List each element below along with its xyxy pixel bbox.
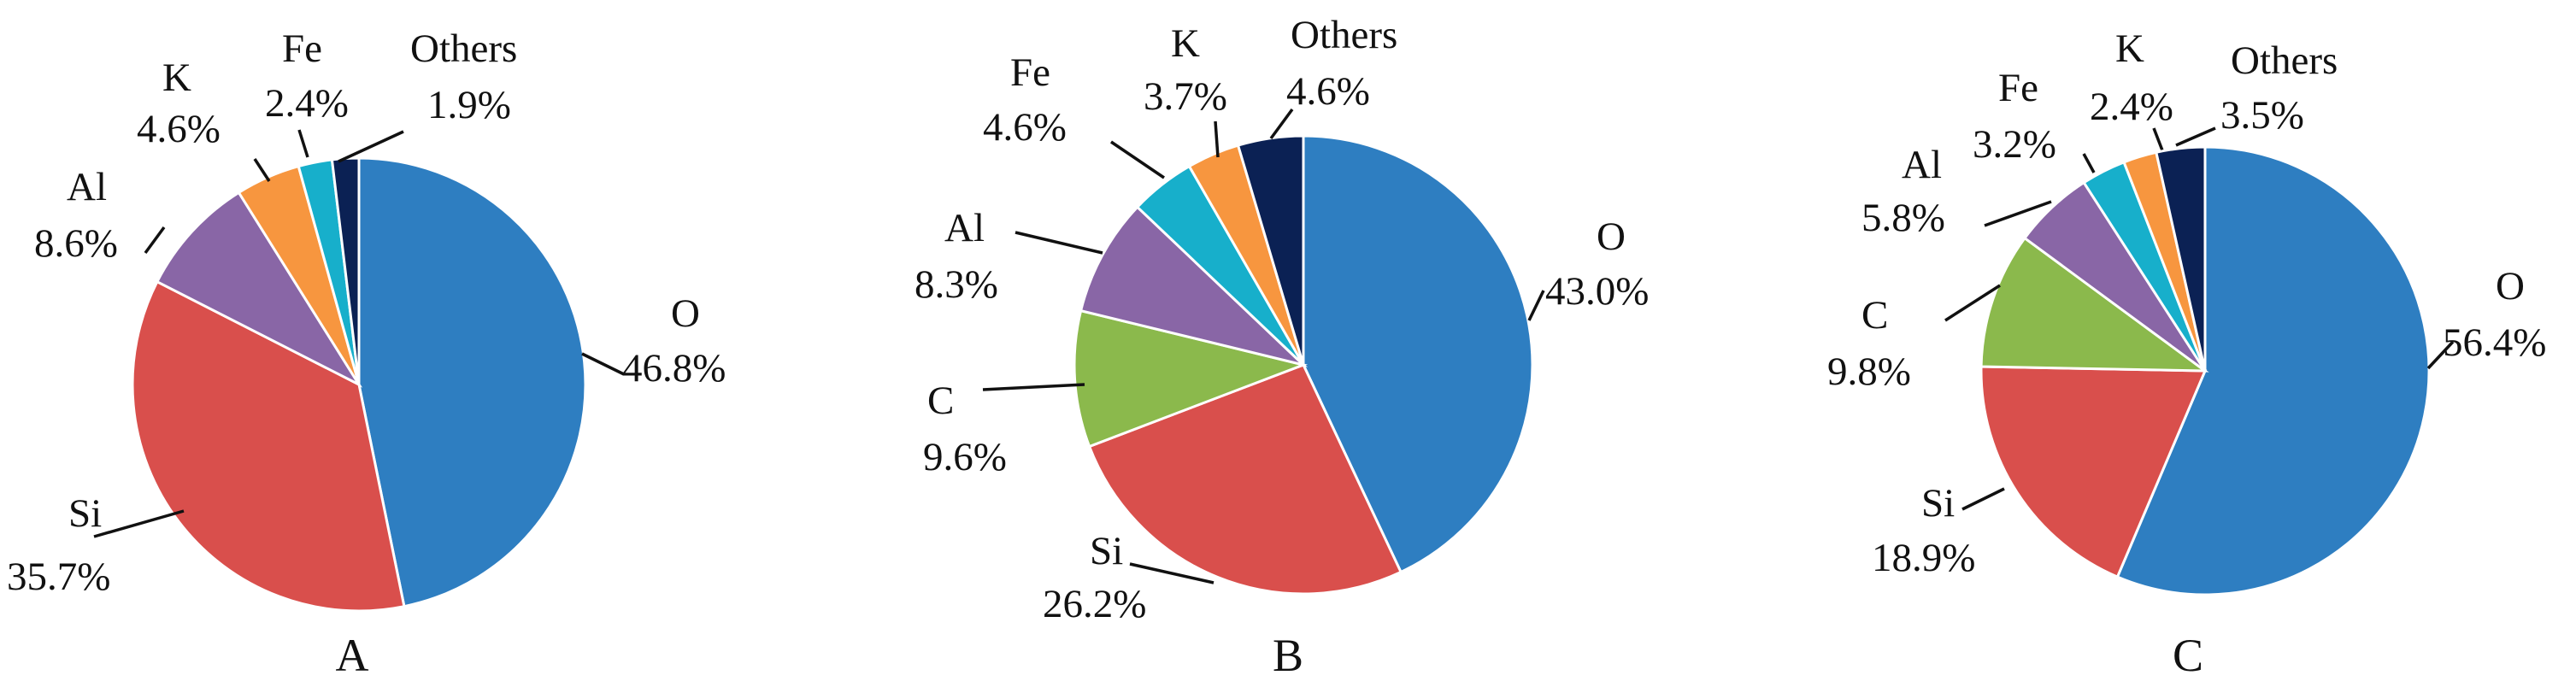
panel-label: B: [1273, 630, 1303, 681]
leader-line-others: [1269, 108, 1294, 140]
slice-percent-al: 5.8%: [1861, 196, 1945, 240]
slice-label-al: Al: [67, 165, 107, 209]
leader-line-c: [982, 383, 1085, 391]
slice-label-al: Al: [1902, 143, 1942, 187]
leader-line-o: [2426, 340, 2455, 370]
leader-line-al: [1984, 200, 2052, 227]
slice-percent-k: 2.4%: [2090, 85, 2173, 129]
slice-percent-o: 56.4%: [2443, 320, 2546, 365]
leader-line-k: [2152, 127, 2164, 151]
leader-line-fe: [297, 129, 309, 158]
slice-label-fe: Fe: [1998, 66, 2038, 110]
slice-percent-al: 8.3%: [915, 262, 998, 307]
leader-line-si: [93, 509, 185, 538]
slice-percent-k: 4.6%: [137, 107, 221, 151]
leader-line-fe: [2082, 153, 2096, 173]
slice-percent-c: 9.6%: [923, 435, 1007, 479]
slice-si: [1087, 363, 1403, 596]
leader-line-si: [1129, 562, 1214, 584]
slice-o: [357, 156, 587, 608]
slice-label-si: Si: [1090, 529, 1123, 573]
pie-chart-a: O 46.8% Si 35.7% Al 8.6% K 4.6% Fe 2.4% Others 1.9%…: [7, 26, 726, 681]
slice-si: [131, 279, 406, 613]
slice-o: [2115, 145, 2431, 596]
slice-percent-si: 35.7%: [7, 555, 110, 599]
leader-line-si: [1961, 487, 2005, 511]
slice-o: [1302, 134, 1534, 574]
slice-percent-o: 46.8%: [622, 346, 726, 390]
slice-percent-k: 3.7%: [1144, 74, 1227, 119]
slice-percent-others: 1.9%: [427, 83, 511, 127]
slice-label-fe: Fe: [282, 26, 322, 71]
panel-label: C: [2173, 630, 2203, 681]
slice-label-others: Others: [2231, 38, 2338, 83]
slice-label-c: C: [927, 379, 954, 423]
leader-line-o: [581, 352, 625, 376]
leader-line-k: [253, 158, 271, 182]
slice-c: [1073, 308, 1309, 449]
slice-percent-o: 43.0%: [1545, 269, 1649, 314]
slice-label-si: Si: [68, 491, 102, 536]
slice-label-k: K: [162, 56, 191, 100]
slice-percent-others: 3.5%: [2220, 93, 2304, 138]
slice-label-others: Others: [1291, 13, 1397, 57]
slice-label-al: Al: [944, 206, 985, 250]
slice-percent-si: 18.9%: [1872, 536, 1975, 580]
slice-si: [1979, 365, 2208, 579]
slice-label-o: O: [2496, 264, 2525, 308]
slice-label-others: Others: [410, 26, 517, 71]
slice-label-fe: Fe: [1010, 50, 1050, 95]
leader-line-al: [1015, 231, 1103, 255]
slice-label-o: O: [671, 291, 700, 336]
slice-label-c: C: [1861, 293, 1888, 338]
slice-percent-al: 8.6%: [34, 221, 118, 266]
pie-chart-b: O 43.0% Si 26.2% C 9.6% Al 8.3% Fe 4.6% K 3.7% Other…: [915, 13, 1649, 681]
slice-percent-c: 9.8%: [1827, 349, 1911, 394]
slice-percent-si: 26.2%: [1043, 582, 1146, 626]
leader-line-fe: [1110, 140, 1165, 179]
slice-label-k: K: [1171, 21, 1200, 66]
slice-others: [2155, 145, 2207, 372]
slice-c: [1979, 236, 2209, 373]
leader-line-k: [1214, 120, 1220, 158]
leader-line-c: [1944, 284, 2001, 322]
leader-line-o: [1527, 290, 1545, 321]
pie-chart-c: O 56.4% Si 18.9% C 9.8% Al 5.8% Fe 3.2% K 2.4% Other…: [1827, 26, 2546, 681]
slice-percent-fe: 3.2%: [1973, 122, 2056, 167]
slice-percent-fe: 4.6%: [983, 105, 1067, 150]
leader-line-others: [2175, 126, 2216, 147]
slice-label-si: Si: [1921, 481, 1955, 526]
slice-percent-fe: 2.4%: [265, 81, 349, 126]
slice-label-o: O: [1597, 214, 1626, 259]
slice-percent-others: 4.6%: [1286, 69, 1370, 114]
slice-al: [1079, 205, 1309, 367]
panel-label: A: [336, 630, 369, 681]
slice-al: [155, 191, 363, 388]
leader-line-others: [338, 130, 404, 163]
leader-line-al: [144, 226, 166, 255]
slice-label-k: K: [2115, 26, 2144, 71]
slice-others: [1236, 134, 1305, 366]
